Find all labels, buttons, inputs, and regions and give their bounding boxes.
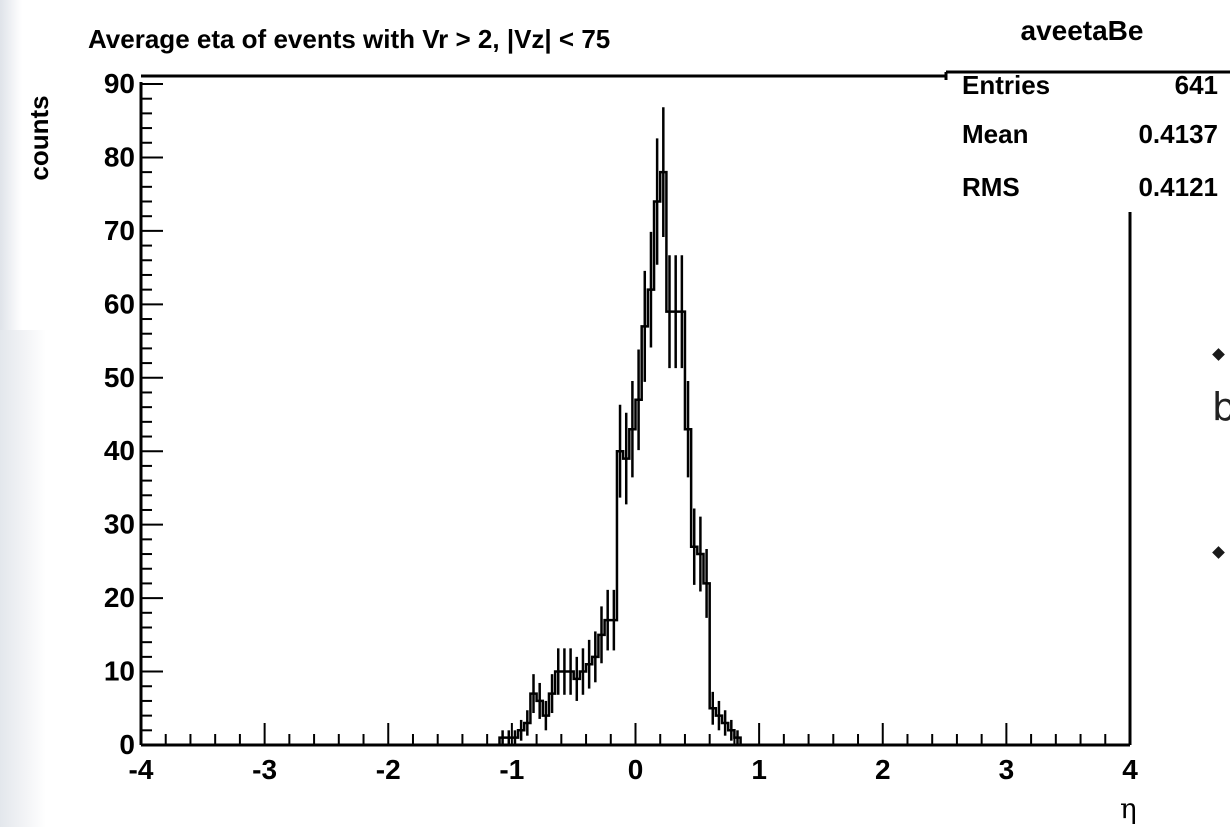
stats-row-mean-label: Mean — [962, 119, 1028, 149]
slide-text-fragment: b — [1212, 385, 1230, 429]
x-axis-label: η — [1120, 792, 1137, 825]
x-tick-label: -4 — [129, 754, 154, 785]
x-tick-label: 3 — [999, 754, 1015, 785]
y-axis-label: counts — [24, 95, 54, 180]
x-tick-label: 2 — [875, 754, 891, 785]
stats-row-mean-value: 0.4137 — [1138, 119, 1218, 149]
stats-box-name: aveetaBe — [1021, 15, 1144, 46]
y-tick-label: 20 — [104, 582, 135, 613]
stats-row-rms-label: RMS — [962, 172, 1020, 202]
stats-row-entries-label: Entries — [962, 70, 1050, 100]
x-tick-label: -3 — [252, 754, 277, 785]
y-tick-label: 70 — [104, 215, 135, 246]
x-tick-label: 4 — [1122, 754, 1138, 785]
y-tick-label: 90 — [104, 68, 135, 99]
y-tick-label: 40 — [104, 435, 135, 466]
x-tick-label: -1 — [499, 754, 524, 785]
stats-row-rms-value: 0.4121 — [1138, 172, 1218, 202]
y-tick-label: 30 — [104, 509, 135, 540]
y-tick-label: 0 — [119, 729, 135, 760]
y-tick-label: 60 — [104, 288, 135, 319]
histogram-bars — [498, 107, 809, 747]
stats-row-entries-value: 641 — [1175, 70, 1218, 100]
x-tick-label: 1 — [751, 754, 767, 785]
x-tick-label: -2 — [376, 754, 401, 785]
chart-title: Average eta of events with Vr > 2, |Vz| … — [88, 24, 610, 54]
histogram-step-line — [498, 170, 809, 747]
stats-box: aveetaBe Entries 641 Mean 0.4137 RMS 0.4… — [944, 15, 1230, 202]
y-tick-label: 10 — [104, 656, 135, 687]
x-tick-label: 0 — [628, 754, 644, 785]
y-tick-label: 80 — [104, 141, 135, 172]
axes: 0 10 20 30 40 50 60 70 80 90 -4 -3 -2 -1 0 1 2 3 4 — [104, 68, 1138, 785]
slide-background-edge-lower — [0, 330, 46, 827]
y-tick-label: 50 — [104, 362, 135, 393]
